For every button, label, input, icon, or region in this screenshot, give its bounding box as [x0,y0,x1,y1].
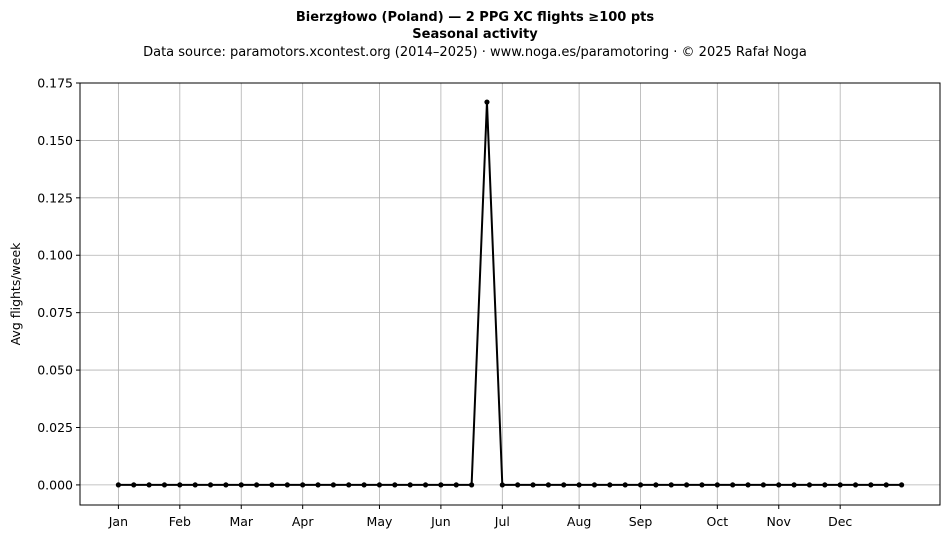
data-point [453,482,459,488]
x-tick-label: Oct [707,514,729,529]
data-point [131,482,137,488]
x-tick-label: Dec [828,514,852,529]
data-point [392,482,398,488]
data-point [899,482,905,488]
data-point [515,482,521,488]
data-point [591,482,598,488]
data-point [330,482,336,488]
data-point [776,482,782,488]
data-point [238,482,244,488]
data-point [438,482,444,488]
data-point [115,482,121,488]
data-point [177,482,183,488]
data-point [637,482,644,488]
data-point [545,482,551,488]
data-point [192,482,198,488]
data-point [668,482,674,488]
data-point [146,482,152,488]
data-point [300,482,306,488]
chart-title: Bierzgłowo (Poland) — 2 PPG XC flights ≥… [296,10,655,25]
data-point [684,482,690,488]
y-tick-label: 0.000 [37,477,73,492]
plot-frame [79,82,941,506]
data-point [499,482,505,488]
data-point [561,482,567,488]
data-point [530,482,536,488]
x-tick-label: Jul [494,514,510,529]
data-point [837,482,843,488]
x-tick-label: May [367,514,393,529]
chart-source-line: Data source: paramotors.xcontest.org (20… [143,45,807,60]
y-tick-label: 0.025 [37,420,73,435]
data-point [269,482,275,488]
x-tick-label: Jun [430,514,451,529]
x-tick-label: Nov [767,514,792,529]
data-point [422,482,429,488]
data-point [284,482,290,488]
x-tick-label: Feb [169,514,191,529]
data-point [745,482,751,488]
data-point [730,482,736,488]
y-tick-label: 0.050 [37,363,73,378]
data-point [653,482,659,488]
data-point [207,482,214,488]
data-point [699,482,705,488]
grid [80,82,940,505]
data-point [161,482,168,488]
x-tick-label: Sep [629,514,653,529]
data-point [822,482,828,488]
data-point [407,482,413,488]
x-tick-label: Aug [567,514,591,529]
data-point [376,482,383,488]
y-tick-label: 0.175 [37,76,73,91]
x-tick-label: Mar [229,514,253,529]
y-tick-label: 0.150 [37,133,73,148]
y-tick-label: 0.125 [37,190,73,205]
x-tick-label: Apr [292,514,314,529]
data-point [223,482,229,488]
data-point [361,482,367,488]
data-point [469,482,475,488]
data-point [714,482,720,488]
chart-subtitle: Seasonal activity [412,27,538,42]
data-point [760,482,766,488]
data-point [254,482,260,488]
x-ticks: Jan Feb Mar Apr May Jun Jul Aug Sep Oct Nov Dec [108,505,852,529]
data-point [883,482,889,488]
data-point [622,482,628,488]
data-point [346,482,352,488]
y-tick-label: 0.100 [37,248,73,263]
data-point [806,482,813,488]
x-tick-label: Jan [108,514,128,529]
data-point [791,482,797,488]
data-point [315,482,321,488]
y-axis-label: Avg flights/week [8,242,23,346]
series-line [118,101,902,486]
y-tick-label: 0.075 [37,305,73,320]
data-point [868,482,874,488]
data-point [607,482,613,488]
data-point [576,482,582,488]
data-point [484,99,490,105]
series-line-layer [118,101,902,486]
data-point [852,482,859,488]
data-points [115,99,905,488]
y-ticks: 0.000 0.025 0.050 0.075 0.100 0.125 0.150 0.175 [37,76,80,492]
